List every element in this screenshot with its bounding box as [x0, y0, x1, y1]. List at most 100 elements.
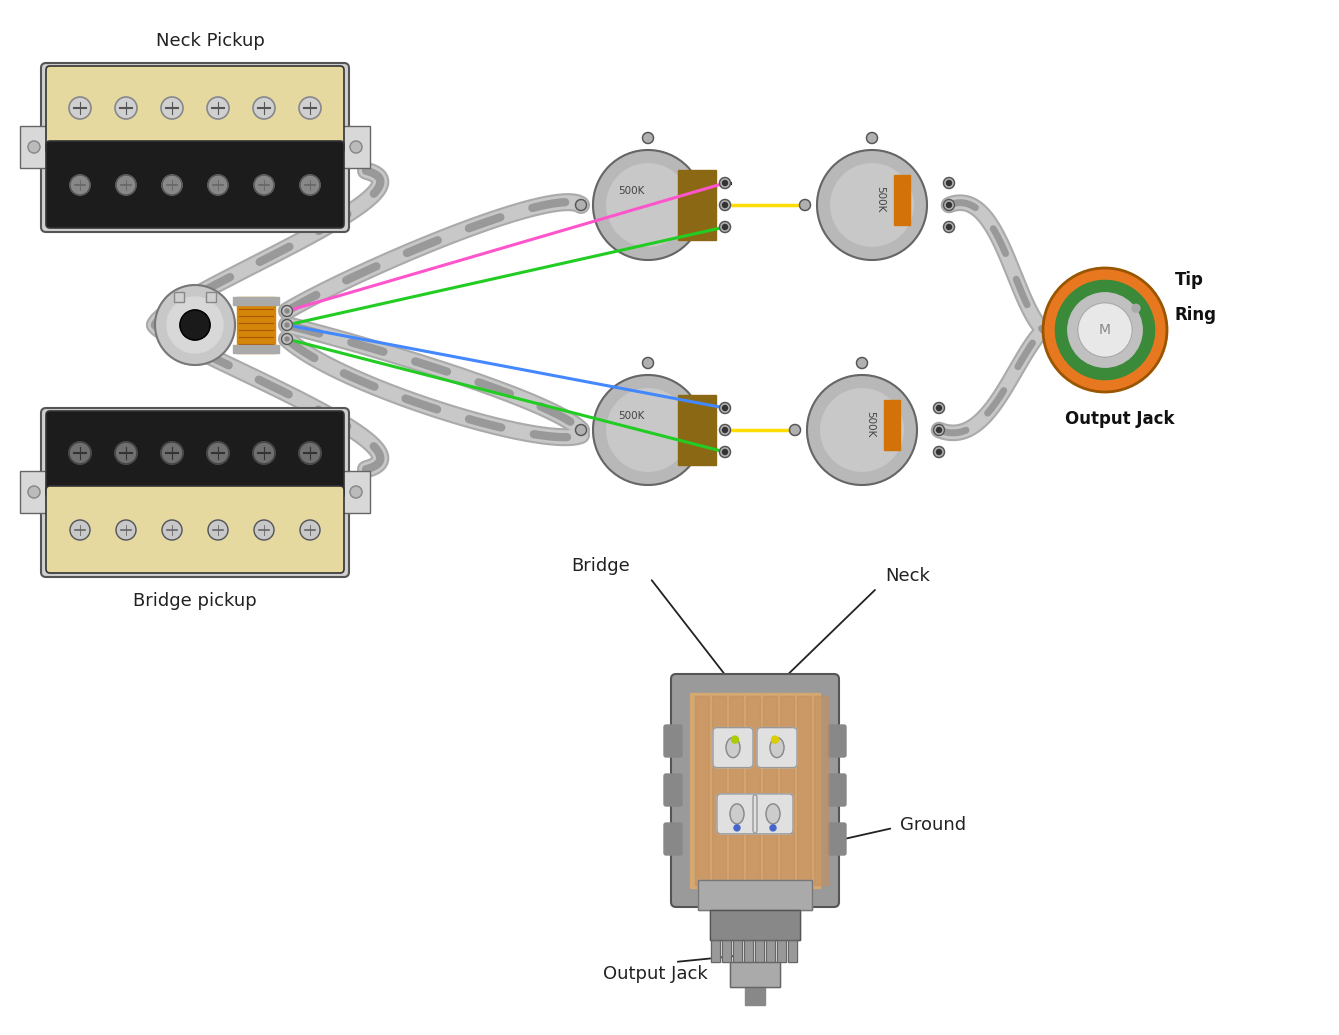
- Bar: [237, 297, 274, 353]
- Circle shape: [933, 446, 944, 457]
- FancyBboxPatch shape: [42, 63, 349, 232]
- Circle shape: [70, 175, 90, 195]
- Circle shape: [944, 221, 955, 233]
- Circle shape: [936, 427, 941, 433]
- Circle shape: [771, 736, 778, 743]
- Circle shape: [817, 150, 927, 260]
- Circle shape: [116, 520, 137, 540]
- Circle shape: [933, 403, 944, 414]
- Circle shape: [944, 200, 955, 210]
- Bar: [695, 696, 708, 885]
- Bar: [732, 940, 742, 962]
- Bar: [341, 471, 370, 513]
- Circle shape: [719, 446, 731, 457]
- Circle shape: [723, 225, 727, 230]
- Circle shape: [300, 175, 320, 195]
- Bar: [698, 880, 811, 910]
- Circle shape: [1055, 280, 1154, 380]
- Circle shape: [643, 357, 653, 368]
- Circle shape: [208, 442, 229, 464]
- Bar: [884, 400, 900, 450]
- Circle shape: [115, 442, 137, 464]
- Bar: [690, 693, 819, 888]
- Bar: [730, 962, 781, 987]
- Bar: [894, 175, 911, 225]
- FancyBboxPatch shape: [664, 724, 682, 757]
- Circle shape: [947, 225, 952, 230]
- FancyBboxPatch shape: [46, 411, 344, 498]
- Bar: [679, 395, 716, 465]
- Circle shape: [70, 442, 91, 464]
- Circle shape: [1067, 293, 1142, 367]
- Ellipse shape: [730, 804, 744, 824]
- Bar: [755, 940, 765, 962]
- Circle shape: [723, 449, 727, 454]
- Bar: [206, 292, 216, 302]
- Ellipse shape: [766, 804, 781, 824]
- FancyBboxPatch shape: [664, 774, 682, 806]
- FancyBboxPatch shape: [46, 141, 344, 228]
- Bar: [20, 471, 48, 513]
- Bar: [174, 292, 183, 302]
- Circle shape: [116, 175, 137, 195]
- Circle shape: [719, 403, 731, 414]
- Circle shape: [933, 424, 944, 436]
- Bar: [233, 345, 279, 353]
- Circle shape: [593, 375, 703, 485]
- Circle shape: [576, 200, 586, 210]
- Bar: [20, 126, 48, 168]
- Bar: [722, 940, 731, 962]
- Circle shape: [1043, 268, 1168, 392]
- Circle shape: [947, 180, 952, 185]
- Circle shape: [349, 486, 362, 498]
- Bar: [814, 696, 828, 885]
- Bar: [679, 170, 716, 240]
- Bar: [206, 292, 216, 302]
- FancyBboxPatch shape: [828, 823, 846, 855]
- Circle shape: [28, 141, 40, 153]
- Bar: [710, 910, 799, 940]
- Circle shape: [719, 221, 731, 233]
- Circle shape: [857, 357, 868, 368]
- Bar: [712, 696, 726, 885]
- Ellipse shape: [770, 738, 785, 758]
- Bar: [174, 292, 183, 302]
- Circle shape: [208, 97, 229, 119]
- Circle shape: [643, 132, 653, 144]
- Bar: [233, 297, 279, 305]
- Text: 500K: 500K: [865, 411, 876, 438]
- Circle shape: [723, 203, 727, 207]
- Bar: [797, 696, 811, 885]
- Circle shape: [115, 97, 137, 119]
- Circle shape: [208, 175, 228, 195]
- Circle shape: [936, 406, 941, 411]
- Circle shape: [281, 333, 292, 345]
- Circle shape: [70, 97, 91, 119]
- Circle shape: [179, 310, 210, 341]
- Bar: [766, 940, 775, 962]
- Circle shape: [254, 520, 274, 540]
- Bar: [698, 880, 811, 910]
- FancyBboxPatch shape: [46, 486, 344, 573]
- Circle shape: [167, 297, 224, 353]
- Circle shape: [770, 825, 777, 831]
- Circle shape: [349, 141, 362, 153]
- Bar: [744, 987, 765, 1005]
- Circle shape: [300, 520, 320, 540]
- Circle shape: [936, 449, 941, 454]
- Circle shape: [807, 375, 917, 485]
- FancyBboxPatch shape: [753, 794, 793, 834]
- Circle shape: [799, 200, 810, 210]
- Circle shape: [947, 203, 952, 207]
- Bar: [711, 940, 720, 962]
- Circle shape: [830, 164, 913, 246]
- Text: 500K: 500K: [619, 411, 644, 421]
- Text: 500K: 500K: [619, 186, 644, 197]
- Text: Ring: Ring: [1176, 306, 1217, 324]
- Bar: [755, 940, 765, 962]
- Circle shape: [1078, 302, 1133, 357]
- Circle shape: [790, 424, 801, 436]
- Circle shape: [285, 337, 289, 341]
- Circle shape: [731, 736, 739, 743]
- Circle shape: [155, 285, 236, 365]
